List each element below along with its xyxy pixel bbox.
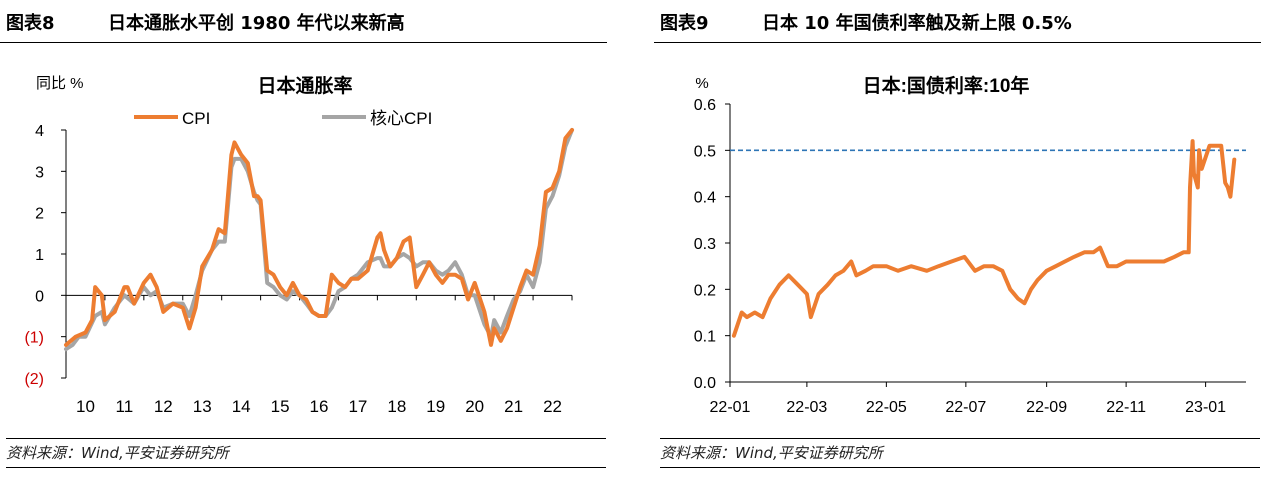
source-note: 资料来源：Wind,平安证券研究所 — [660, 438, 1260, 468]
x-tick-label: 16 — [310, 397, 329, 416]
source-note: 资料来源：Wind,平安证券研究所 — [6, 438, 606, 468]
y-tick-label: 3 — [35, 164, 44, 181]
x-tick-label: 18 — [387, 397, 406, 416]
legend-label: CPI — [182, 109, 210, 128]
x-tick-label: 22-09 — [1026, 399, 1067, 416]
y-axis-label: % — [695, 75, 708, 92]
x-tick-label: 14 — [232, 397, 251, 416]
y-tick-label: 0.1 — [694, 329, 716, 346]
x-tick-label: 23-01 — [1185, 399, 1226, 416]
x-tick-label: 19 — [426, 397, 445, 416]
figure-header: 图表8 日本通胀水平创 1980 年代以来新高 — [0, 6, 607, 43]
y-axis-label: 同比 % — [36, 75, 84, 92]
x-tick-label: 15 — [271, 397, 290, 416]
x-tick-label: 17 — [348, 397, 367, 416]
y-tick-label: 4 — [35, 123, 44, 140]
x-tick-label: 10 — [76, 397, 95, 416]
x-tick-label: 11 — [116, 397, 134, 416]
figure-header: 图表9 日本 10 年国债利率触及新上限 0.5% — [654, 6, 1261, 43]
chart-title: 日本通胀率 — [257, 74, 352, 97]
figure-8: 图表8 日本通胀水平创 1980 年代以来新高 日本通胀率 同比 % CPI 核心CP… — [0, 0, 607, 480]
y-tick-label: 0 — [35, 288, 44, 305]
figure-9: 图表9 日本 10 年国债利率触及新上限 0.5% 日本:国债利率:10年% 0.… — [654, 0, 1261, 480]
figure-title: 日本通胀水平创 1980 年代以来新高 — [108, 13, 405, 34]
x-tick-label: 21 — [504, 397, 523, 416]
x-tick-label: 22-07 — [945, 399, 986, 416]
jgb-yield-chart: 日本:国债利率:10年% 0.0 0.1 0.2 0.3 0.4 0.5 0.6 22-01 22… — [694, 74, 1246, 416]
y-tick-label: 0.3 — [694, 236, 716, 253]
chart-title: 日本:国债利率:10年 — [863, 74, 1030, 97]
y-tick-label: 0.4 — [694, 190, 716, 207]
x-tick-label: 13 — [193, 397, 212, 416]
y-tick-label: (1) — [24, 330, 44, 347]
jgb-yield-line — [731, 139, 1237, 338]
y-tick-label: 2 — [35, 206, 44, 223]
cpi-line — [64, 128, 574, 347]
figure-title: 日本 10 年国债利率触及新上限 0.5% — [762, 13, 1072, 34]
y-tick-label: 0.5 — [694, 143, 716, 160]
x-tick-label: 22-01 — [710, 399, 751, 416]
figure-number: 图表8 — [6, 13, 55, 34]
figure-number: 图表9 — [660, 13, 709, 34]
x-tick-label: 22 — [543, 397, 562, 416]
y-tick-label: (2) — [24, 371, 44, 388]
legend-label: 核心CPI — [370, 109, 432, 128]
x-tick-label: 22-11 — [1106, 399, 1146, 416]
y-tick-label: 0.6 — [694, 97, 716, 114]
x-tick-label: 22-03 — [786, 399, 827, 416]
x-tick-label: 20 — [465, 397, 484, 416]
y-tick-label: 0.2 — [694, 282, 716, 299]
y-tick-label: 1 — [35, 247, 44, 264]
x-tick-label: 12 — [154, 397, 173, 416]
y-tick-label: 0.0 — [694, 375, 716, 392]
x-tick-label: 22-05 — [866, 399, 907, 416]
